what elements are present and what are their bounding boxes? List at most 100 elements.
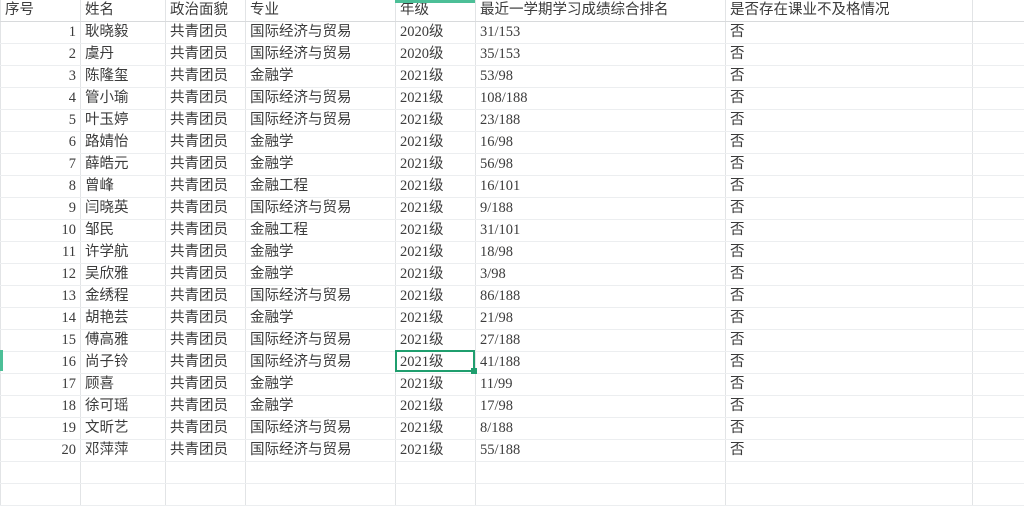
cell-blank[interactable] bbox=[973, 374, 1024, 396]
cell-political[interactable]: 共青团员 bbox=[166, 132, 246, 154]
table-row-empty[interactable] bbox=[1, 462, 1024, 484]
cell-index[interactable]: 7 bbox=[1, 154, 81, 176]
cell-grade[interactable]: 2021级 bbox=[396, 66, 476, 88]
cell-major[interactable]: 国际经济与贸易 bbox=[246, 418, 396, 440]
cell-political[interactable]: 共青团员 bbox=[166, 110, 246, 132]
cell-grade[interactable]: 2021级 bbox=[396, 330, 476, 352]
cell-name[interactable]: 邹民 bbox=[81, 220, 166, 242]
cell-political[interactable]: 共青团员 bbox=[166, 66, 246, 88]
cell-failing[interactable]: 否 bbox=[726, 22, 973, 44]
cell-grade[interactable]: 2021级 bbox=[396, 110, 476, 132]
cell-grade[interactable]: 2021级 bbox=[396, 396, 476, 418]
cell-failing[interactable]: 否 bbox=[726, 418, 973, 440]
cell-failing[interactable]: 否 bbox=[726, 352, 973, 374]
cell-major[interactable]: 国际经济与贸易 bbox=[246, 440, 396, 462]
cell-rank[interactable]: 55/188 bbox=[476, 440, 726, 462]
cell-index[interactable]: 15 bbox=[1, 330, 81, 352]
cell-rank[interactable]: 108/188 bbox=[476, 88, 726, 110]
cell-blank[interactable] bbox=[973, 264, 1024, 286]
cell-major[interactable]: 国际经济与贸易 bbox=[246, 330, 396, 352]
cell-grade[interactable]: 2021级 bbox=[396, 198, 476, 220]
cell-grade[interactable]: 2021级 bbox=[396, 440, 476, 462]
cell-name[interactable]: 陈隆玺 bbox=[81, 66, 166, 88]
cell-failing[interactable]: 否 bbox=[726, 286, 973, 308]
cell-major[interactable]: 金融学 bbox=[246, 132, 396, 154]
cell-index[interactable]: 11 bbox=[1, 242, 81, 264]
cell-blank[interactable] bbox=[973, 176, 1024, 198]
cell-grade[interactable]: 2021级 bbox=[396, 132, 476, 154]
cell-blank[interactable] bbox=[973, 22, 1024, 44]
cell-major[interactable]: 国际经济与贸易 bbox=[246, 286, 396, 308]
cell-index[interactable]: 20 bbox=[1, 440, 81, 462]
cell-political[interactable]: 共青团员 bbox=[166, 44, 246, 66]
cell-name[interactable]: 顾喜 bbox=[81, 374, 166, 396]
cell-failing[interactable]: 否 bbox=[726, 396, 973, 418]
cell-grade[interactable]: 2021级 bbox=[396, 176, 476, 198]
cell-blank[interactable] bbox=[973, 154, 1024, 176]
cell-major[interactable]: 国际经济与贸易 bbox=[246, 198, 396, 220]
cell-name[interactable]: 邓萍萍 bbox=[81, 440, 166, 462]
cell-failing[interactable]: 否 bbox=[726, 242, 973, 264]
cell-blank[interactable] bbox=[973, 66, 1024, 88]
cell-major[interactable]: 国际经济与贸易 bbox=[246, 88, 396, 110]
cell-failing[interactable]: 否 bbox=[726, 264, 973, 286]
cell-political[interactable]: 共青团员 bbox=[166, 264, 246, 286]
cell-rank[interactable]: 3/98 bbox=[476, 264, 726, 286]
cell-empty[interactable] bbox=[726, 462, 973, 484]
cell-name[interactable]: 许学航 bbox=[81, 242, 166, 264]
cell-blank[interactable] bbox=[973, 330, 1024, 352]
cell-rank[interactable]: 16/101 bbox=[476, 176, 726, 198]
cell-major[interactable]: 金融学 bbox=[246, 374, 396, 396]
cell-index[interactable]: 10 bbox=[1, 220, 81, 242]
cell-blank[interactable] bbox=[973, 88, 1024, 110]
cell-index[interactable]: 2 bbox=[1, 44, 81, 66]
cell-major[interactable]: 金融学 bbox=[246, 308, 396, 330]
cell-blank[interactable] bbox=[973, 44, 1024, 66]
cell-major[interactable]: 金融学 bbox=[246, 396, 396, 418]
cell-index[interactable]: 1 bbox=[1, 22, 81, 44]
cell-failing[interactable]: 否 bbox=[726, 220, 973, 242]
cell-grade[interactable]: 2020级 bbox=[396, 22, 476, 44]
cell-name[interactable]: 曾峰 bbox=[81, 176, 166, 198]
cell-failing[interactable]: 否 bbox=[726, 88, 973, 110]
cell-failing[interactable]: 否 bbox=[726, 176, 973, 198]
cell-political[interactable]: 共青团员 bbox=[166, 176, 246, 198]
cell-index[interactable]: 3 bbox=[1, 66, 81, 88]
cell-failing[interactable]: 否 bbox=[726, 132, 973, 154]
cell-index[interactable]: 8 bbox=[1, 176, 81, 198]
cell-failing[interactable]: 否 bbox=[726, 154, 973, 176]
cell-index[interactable]: 13 bbox=[1, 286, 81, 308]
cell-rank[interactable]: 35/153 bbox=[476, 44, 726, 66]
cell-political[interactable]: 共青团员 bbox=[166, 88, 246, 110]
cell-index[interactable]: 4 bbox=[1, 88, 81, 110]
column-header-political[interactable]: 政治面貌 bbox=[166, 0, 246, 22]
cell-rank[interactable]: 23/188 bbox=[476, 110, 726, 132]
cell-major[interactable]: 金融学 bbox=[246, 264, 396, 286]
cell-name[interactable]: 叶玉婷 bbox=[81, 110, 166, 132]
cell-blank[interactable] bbox=[973, 220, 1024, 242]
cell-rank[interactable]: 27/188 bbox=[476, 330, 726, 352]
cell-name[interactable]: 吴欣雅 bbox=[81, 264, 166, 286]
cell-index[interactable]: 5 bbox=[1, 110, 81, 132]
cell-failing[interactable]: 否 bbox=[726, 198, 973, 220]
cell-name[interactable]: 薛皓元 bbox=[81, 154, 166, 176]
cell-empty[interactable] bbox=[396, 484, 476, 506]
cell-rank[interactable]: 11/99 bbox=[476, 374, 726, 396]
cell-political[interactable]: 共青团员 bbox=[166, 352, 246, 374]
table-row-empty[interactable] bbox=[1, 484, 1024, 506]
cell-empty[interactable] bbox=[246, 462, 396, 484]
cell-rank[interactable]: 53/98 bbox=[476, 66, 726, 88]
cell-major[interactable]: 国际经济与贸易 bbox=[246, 44, 396, 66]
cell-name[interactable]: 文昕艺 bbox=[81, 418, 166, 440]
cell-major[interactable]: 国际经济与贸易 bbox=[246, 352, 396, 374]
cell-failing[interactable]: 否 bbox=[726, 308, 973, 330]
cell-index[interactable]: 9 bbox=[1, 198, 81, 220]
